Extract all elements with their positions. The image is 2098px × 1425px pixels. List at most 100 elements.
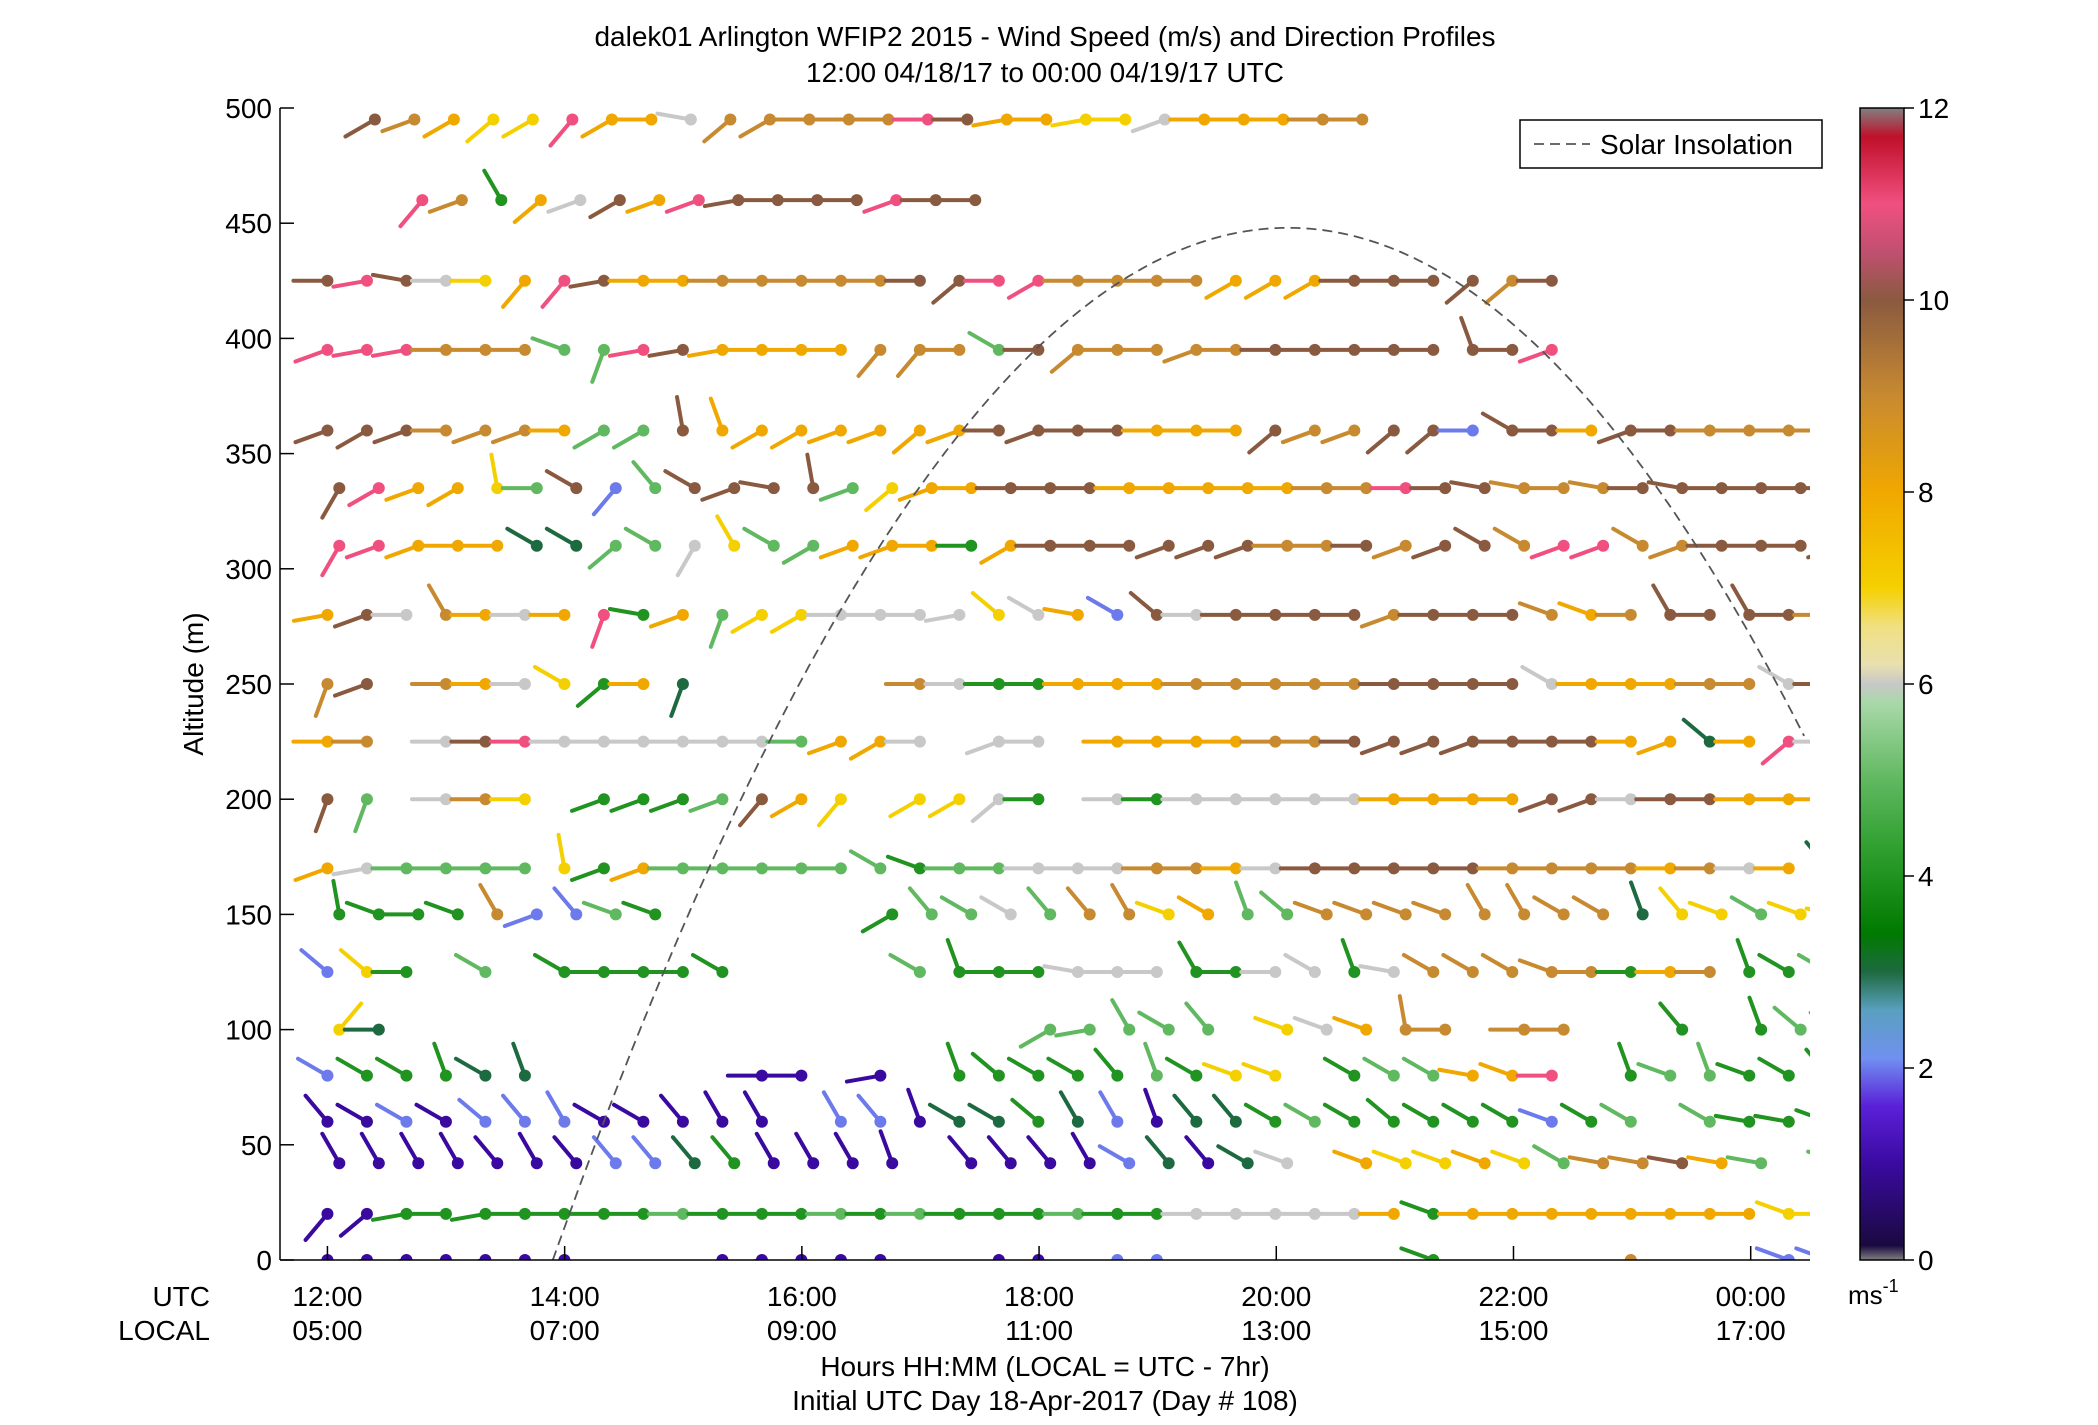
wind-barb xyxy=(1634,793,1677,806)
wind-barb-dot xyxy=(1664,1207,1677,1220)
wind-barb-dot xyxy=(1782,793,1795,806)
wind-barb xyxy=(1397,994,1412,1036)
wind-barb-shaft xyxy=(2039,950,2065,972)
wind-barb xyxy=(1357,343,1400,356)
wind-barb-dot xyxy=(807,539,820,552)
wind-barb-dot xyxy=(1676,908,1689,921)
wind-barb-dot xyxy=(992,735,1005,748)
wind-barb-dot xyxy=(566,113,579,126)
wind-barb xyxy=(1634,966,1677,978)
wind-barb xyxy=(927,1102,966,1128)
wind-barb xyxy=(1713,678,1756,690)
wind-barb-dot xyxy=(1597,482,1610,495)
wind-barb-dot xyxy=(1269,1207,1282,1220)
wind-barb-dot xyxy=(1150,343,1163,356)
wind-barb xyxy=(1624,1254,1637,1260)
wind-barb xyxy=(1764,539,1807,552)
wind-barb xyxy=(1278,1207,1321,1220)
wind-barb-shaft xyxy=(1804,906,1810,912)
wind-barb-dot xyxy=(360,608,373,621)
wind-barb-dot xyxy=(1822,1208,1834,1220)
wind-barb-shaft xyxy=(2091,1008,2098,1030)
wind-barb-dot xyxy=(961,113,974,126)
wind-barb xyxy=(1160,424,1203,437)
wind-barb-dot xyxy=(400,608,413,621)
wind-barb xyxy=(432,1041,452,1082)
wind-barb xyxy=(1453,526,1491,552)
wind-barb-shaft xyxy=(394,1258,409,1260)
wind-barbs-layer xyxy=(291,111,2098,1260)
wind-barb-dot xyxy=(439,678,452,690)
wind-barb xyxy=(1176,895,1215,921)
wind-barb-dot xyxy=(455,194,468,207)
wind-barb xyxy=(1120,793,1163,806)
wind-barb xyxy=(1002,862,1045,875)
wind-barb-dot xyxy=(1466,343,1479,356)
wind-barb-dot xyxy=(1150,274,1163,287)
wind-barb-dot xyxy=(1913,1024,1925,1036)
wind-barb xyxy=(992,1254,1005,1260)
wind-barb xyxy=(715,514,741,552)
wind-barb xyxy=(449,274,492,287)
wind-barb xyxy=(332,608,373,629)
wind-barb xyxy=(426,482,464,508)
wind-barb xyxy=(883,608,926,621)
wind-barb xyxy=(738,793,768,828)
wind-barb-dot xyxy=(874,424,887,437)
wind-barb-shaft xyxy=(1150,1258,1159,1260)
wind-barb xyxy=(817,793,847,828)
wind-barb xyxy=(725,1207,768,1220)
wind-barb xyxy=(725,1069,768,1082)
wind-barb xyxy=(313,793,334,834)
wind-barb-dot xyxy=(992,862,1005,875)
wind-barb-dot xyxy=(321,274,334,287)
wind-barb-dot xyxy=(321,678,334,690)
wind-barb-dot xyxy=(1557,1157,1570,1170)
wind-barb-dot xyxy=(771,194,784,207)
wind-barb-dot xyxy=(874,1069,887,1082)
wind-barb xyxy=(1318,1207,1361,1220)
wind-barb-dot xyxy=(597,1207,610,1220)
wind-barb xyxy=(1332,1149,1373,1170)
wind-barb xyxy=(725,862,768,875)
wind-barb-dot xyxy=(1387,274,1400,287)
wind-barb xyxy=(625,194,666,214)
wind-barb-dot xyxy=(953,1069,966,1082)
wind-barb xyxy=(1555,966,1598,978)
wind-barb-dot xyxy=(1123,1157,1136,1170)
wind-barb-dot xyxy=(1439,908,1452,921)
wind-barb-shaft xyxy=(2032,1070,2065,1076)
colorbar-tick-label: 0 xyxy=(1918,1245,1934,1276)
wind-barb-dot xyxy=(1308,793,1321,806)
wind-barb-dot xyxy=(913,1207,926,1220)
wind-barb xyxy=(453,1056,492,1082)
wind-barb xyxy=(501,113,539,139)
wind-barb xyxy=(1280,424,1321,445)
wind-barb xyxy=(703,1090,729,1128)
wind-barb xyxy=(663,469,701,495)
wind-barb-dot xyxy=(1360,482,1373,495)
wind-barb-dot xyxy=(1281,482,1294,495)
wind-barb-dot xyxy=(558,608,571,621)
wind-barb-dot xyxy=(803,113,816,126)
wind-barb-dot xyxy=(1387,343,1400,356)
wind-barb-dot xyxy=(2059,1070,2071,1082)
wind-barb-shaft xyxy=(1986,882,1998,914)
wind-barb-dot xyxy=(1782,1254,1795,1260)
wind-barb xyxy=(2071,1208,2098,1220)
wind-barb xyxy=(923,678,966,690)
wind-barb xyxy=(1804,1047,1810,1058)
wind-barb-dot xyxy=(1320,1023,1333,1036)
wind-barb-dot xyxy=(321,343,334,356)
wind-barb-dot xyxy=(1585,793,1598,806)
wind-barb-dot xyxy=(1348,1207,1361,1220)
wind-barb-dot xyxy=(1782,678,1795,690)
wind-barb xyxy=(439,1254,452,1260)
wind-barb xyxy=(1937,1004,1965,1036)
wind-barb-dot xyxy=(487,113,500,126)
wind-barb-dot xyxy=(1111,1254,1124,1260)
wind-barb xyxy=(1397,608,1440,621)
wind-barb xyxy=(1081,274,1124,287)
wind-barb xyxy=(1715,1062,1756,1082)
wind-barb-dot xyxy=(1636,908,1649,921)
